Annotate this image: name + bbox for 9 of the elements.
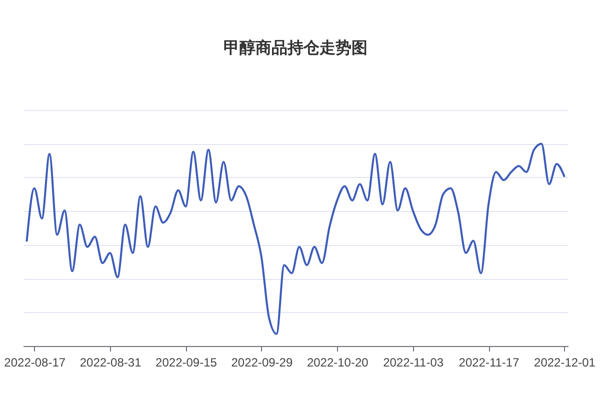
x-tick-label: 2022-08-17 (4, 356, 66, 370)
x-tick-label: 2022-12-01 (534, 356, 596, 370)
chart-title: 甲醇商品持仓走势图 (224, 38, 368, 57)
x-tick-label: 2022-08-31 (80, 356, 142, 370)
x-tick-label: 2022-11-03 (383, 356, 444, 370)
x-tick-label: 2022-11-17 (458, 356, 520, 370)
x-tick-label: 2022-10-20 (306, 356, 369, 370)
x-tick-label: 2022-09-29 (231, 356, 293, 370)
x-tick-label: 2022-09-15 (156, 356, 218, 370)
